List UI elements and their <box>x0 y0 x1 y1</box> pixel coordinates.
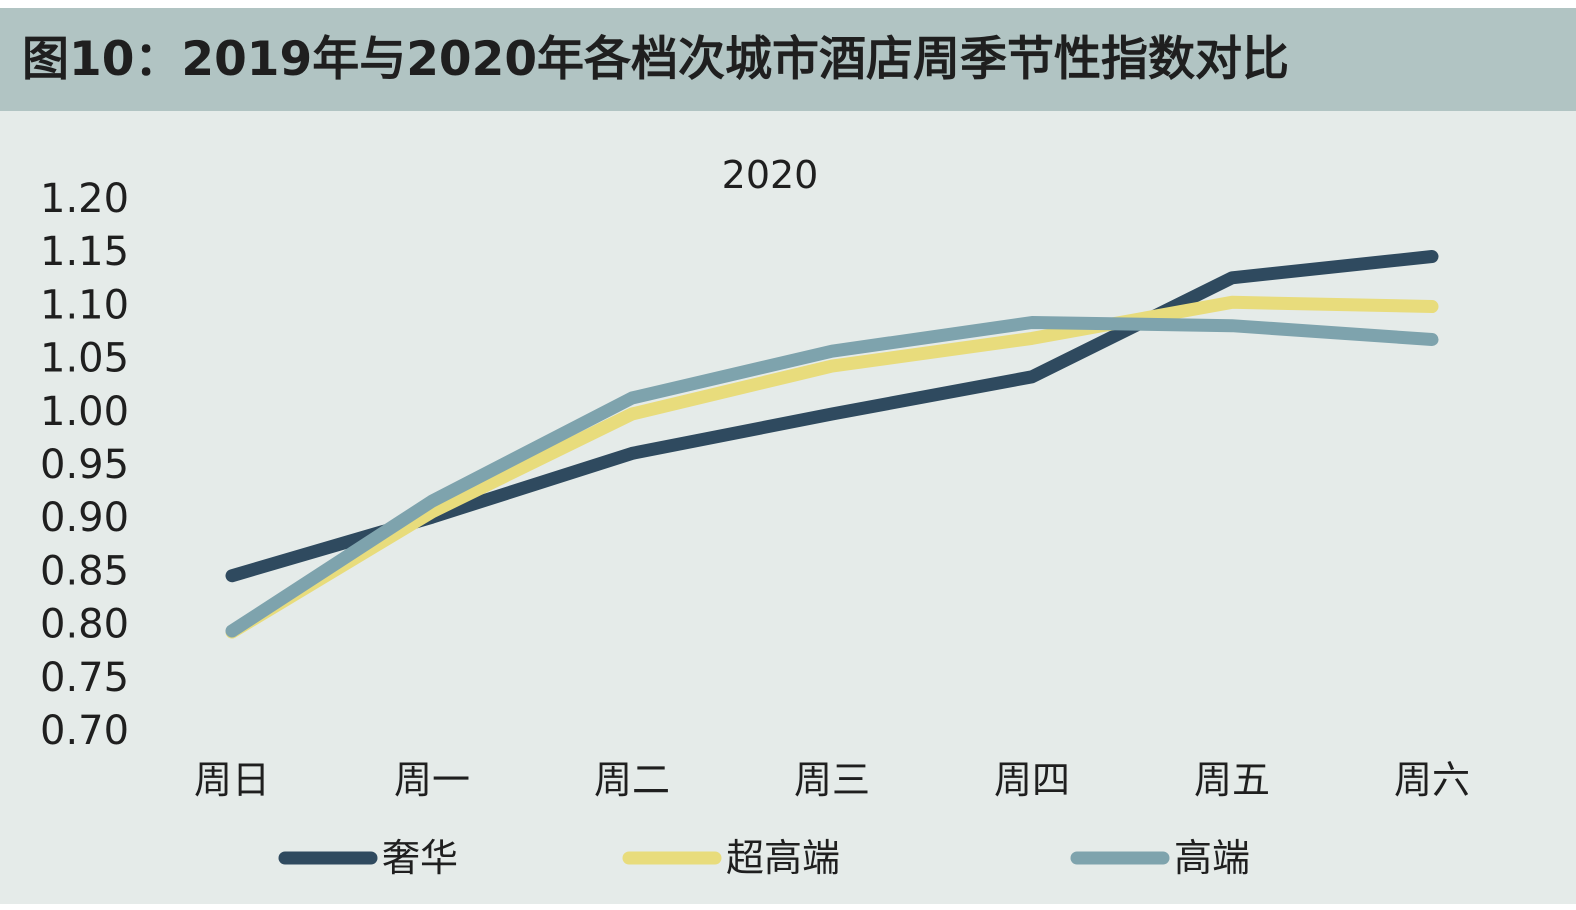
x-tick-label: 周一 <box>394 758 470 802</box>
y-tick-label: 1.10 <box>40 282 129 328</box>
chart-title: 2020 <box>722 153 819 197</box>
x-tick-label: 周日 <box>194 758 270 802</box>
legend-label-1: 奢华 <box>382 836 458 880</box>
x-tick-label: 周四 <box>994 758 1070 802</box>
y-tick-label: 1.05 <box>40 336 129 382</box>
y-tick-label: 1.00 <box>40 389 129 435</box>
legend-label-3: 高端 <box>1174 836 1250 880</box>
x-tick-label: 周六 <box>1394 758 1470 802</box>
top-strip <box>0 0 1576 8</box>
y-tick-label: 1.15 <box>40 229 129 275</box>
page-title: 图10：2019年与2020年各档次城市酒店周季节性指数对比 <box>22 32 1290 87</box>
y-tick-label: 0.90 <box>40 495 129 541</box>
bottom-strip <box>0 904 1576 910</box>
y-tick-label: 0.95 <box>40 442 129 488</box>
series-line-2 <box>225 295 1439 639</box>
y-tick-label: 0.80 <box>40 602 129 648</box>
x-tick-label: 周三 <box>794 758 870 802</box>
x-tick-label: 周五 <box>1194 758 1270 802</box>
y-tick-label: 0.75 <box>40 655 129 701</box>
x-tick-label: 周二 <box>594 758 670 802</box>
header-bar: 图10：2019年与2020年各档次城市酒店周季节性指数对比 <box>0 8 1576 111</box>
series-line-3 <box>225 316 1439 638</box>
y-tick-label: 0.70 <box>40 708 129 754</box>
y-tick-label: 0.85 <box>40 548 129 594</box>
y-tick-label: 1.20 <box>40 176 129 222</box>
legend-label-2: 超高端 <box>726 836 840 880</box>
